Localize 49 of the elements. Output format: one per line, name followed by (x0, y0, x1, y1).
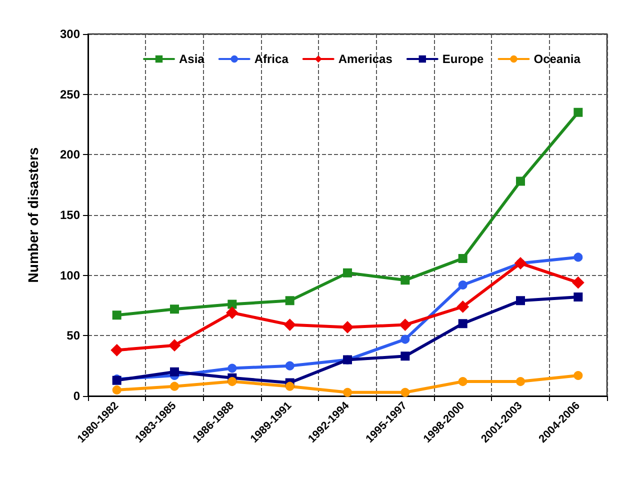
point (228, 300, 237, 309)
point (285, 296, 294, 306)
point (170, 382, 179, 391)
point (228, 364, 237, 373)
y-tick-label: 150 (60, 208, 80, 222)
point (574, 252, 583, 262)
point (458, 377, 468, 386)
point (574, 370, 583, 380)
point (284, 318, 296, 331)
point (572, 276, 584, 289)
y-tick-label: 300 (60, 27, 80, 41)
point (516, 176, 525, 186)
legend-label: Oceania (534, 52, 581, 66)
point (399, 318, 412, 331)
point (400, 388, 410, 397)
point (400, 352, 410, 361)
point (574, 108, 583, 117)
point (400, 334, 410, 344)
point (170, 304, 179, 314)
legend-label: Americas (338, 52, 393, 66)
point (574, 292, 583, 302)
point (170, 367, 179, 376)
point (342, 321, 354, 334)
point (112, 310, 122, 320)
point (285, 361, 294, 370)
point (458, 254, 468, 263)
point (456, 300, 469, 313)
point (343, 388, 352, 397)
point (168, 339, 180, 352)
point (112, 385, 122, 394)
legend-label: Asia (179, 52, 205, 66)
point (458, 280, 468, 290)
y-tick-label: 100 (60, 268, 80, 282)
legend-label: Africa (254, 52, 289, 66)
point (110, 344, 123, 356)
point (458, 319, 468, 328)
point (285, 382, 294, 391)
y-tick-label: 0 (73, 389, 80, 403)
y-tick-label: 200 (60, 148, 80, 162)
point (516, 296, 525, 306)
point (226, 306, 238, 319)
point (343, 268, 352, 278)
point (516, 377, 525, 386)
y-tick-label: 50 (66, 328, 80, 343)
y-axis-title: Number of disasters (25, 147, 41, 283)
point (400, 276, 410, 285)
legend-label: Europe (442, 52, 484, 66)
y-tick-label: 250 (60, 87, 80, 102)
point (228, 377, 237, 386)
